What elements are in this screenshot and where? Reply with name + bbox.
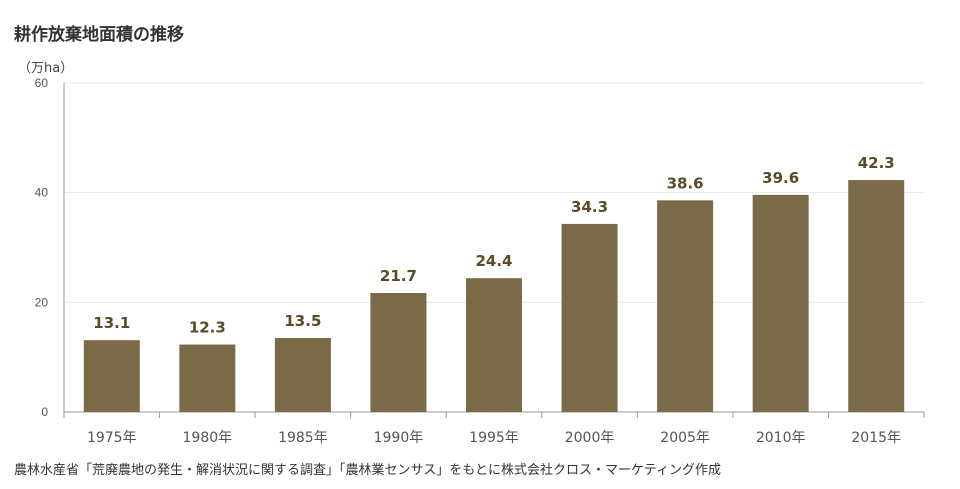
x-tick-label: 2000年 [565,430,615,446]
data-label: 13.5 [284,312,321,330]
bar [179,344,236,412]
x-tick-label: 2015年 [851,430,901,446]
bar [370,293,427,412]
bar [848,180,905,412]
bar [561,223,618,412]
data-label: 12.3 [189,319,226,337]
data-label: 13.1 [93,314,130,332]
x-tick-label: 2010年 [756,430,806,446]
y-tick-label: 0 [41,405,48,419]
x-tick-label: 2005年 [660,430,710,446]
data-label: 34.3 [571,198,608,216]
data-label: 39.6 [762,169,799,187]
bar [466,278,522,412]
x-tick-label: 1990年 [374,430,424,446]
bar [274,337,331,412]
y-tick-label: 40 [35,186,49,200]
source-note: 農林水産省「荒廃農地の発生・解消状況に関する調査」「農林業センサス」をもとに株式… [14,463,721,478]
x-tick-label: 1975年 [87,430,137,446]
bar [752,194,809,412]
x-tick-label: 1995年 [469,430,519,446]
bar [657,200,714,412]
data-label: 21.7 [380,267,417,285]
y-tick-label: 60 [35,76,49,90]
y-tick-label: 20 [35,295,49,309]
x-tick-label: 1985年 [278,430,328,446]
data-label: 24.4 [475,252,512,270]
x-tick-label: 1980年 [183,430,233,446]
data-label: 42.3 [858,154,895,172]
chart-title: 耕作放棄地面積の推移 [14,25,184,45]
data-label: 38.6 [667,174,704,192]
bar [83,340,140,412]
y-axis-unit-label: （万ha） [18,61,74,76]
